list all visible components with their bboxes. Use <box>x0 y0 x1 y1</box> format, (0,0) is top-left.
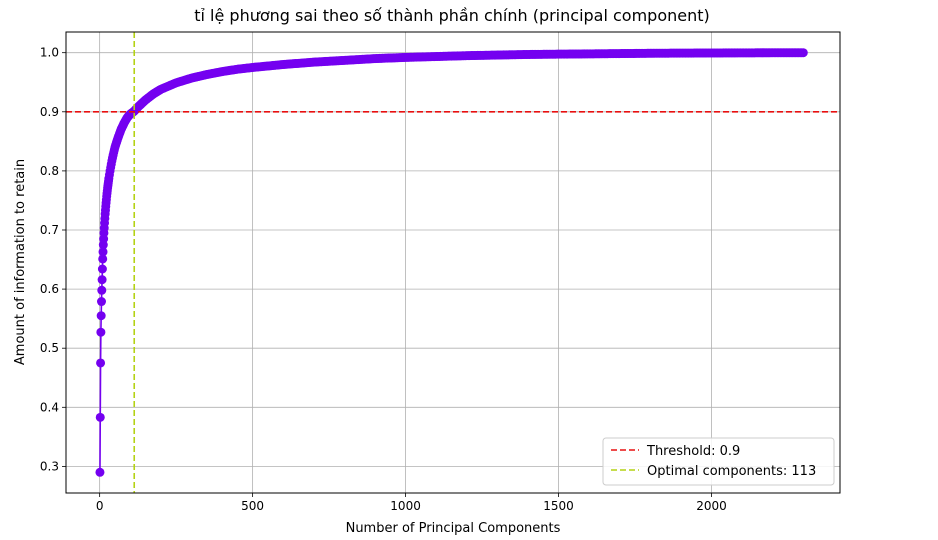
series-point <box>798 48 808 58</box>
x-tick-label: 1000 <box>390 499 421 513</box>
reference-lines <box>66 32 840 493</box>
x-axis-label: Number of Principal Components <box>346 521 561 536</box>
grid-layer <box>66 32 840 493</box>
y-tick-label: 0.5 <box>40 341 59 355</box>
y-tick-label: 1.0 <box>40 46 59 60</box>
x-tick-label: 2000 <box>696 499 727 513</box>
legend: Threshold: 0.9 Optimal components: 113 <box>602 437 835 486</box>
series-point <box>96 327 106 337</box>
legend-box <box>602 437 835 486</box>
axis-ticks: 0 500 1000 1500 2000 0.3 0.4 0.5 0.6 0.7 0.8 0.9 1.0 <box>40 46 727 513</box>
x-tick-label: 500 <box>241 499 264 513</box>
chart-title: tỉ lệ phương sai theo số thành phần chín… <box>194 6 710 25</box>
series-point <box>96 311 106 321</box>
series-point <box>95 467 105 477</box>
y-tick-label: 0.6 <box>40 282 59 296</box>
series-line <box>99 51 804 473</box>
x-tick-label: 1500 <box>543 499 574 513</box>
series-point <box>96 297 106 307</box>
series-point <box>97 285 107 295</box>
y-tick-label: 0.8 <box>40 164 59 178</box>
series-point <box>98 254 108 264</box>
series-point <box>98 247 108 257</box>
plot-frame <box>65 31 841 494</box>
legend-threshold-label: Threshold: 0.9 <box>646 444 740 459</box>
series-point <box>97 275 107 285</box>
y-axis-label: Amount of information to retain <box>13 159 28 365</box>
y-tick-label: 0.4 <box>40 400 59 414</box>
x-tick-label: 0 <box>96 499 104 513</box>
legend-optimal-label: Optimal components: 113 <box>647 464 816 479</box>
y-tick-label: 0.7 <box>40 223 59 237</box>
y-tick-label: 0.9 <box>40 105 59 119</box>
y-tick-label: 0.3 <box>40 459 59 473</box>
series-point <box>95 412 105 422</box>
series-point <box>96 358 106 368</box>
series-point <box>97 264 107 274</box>
